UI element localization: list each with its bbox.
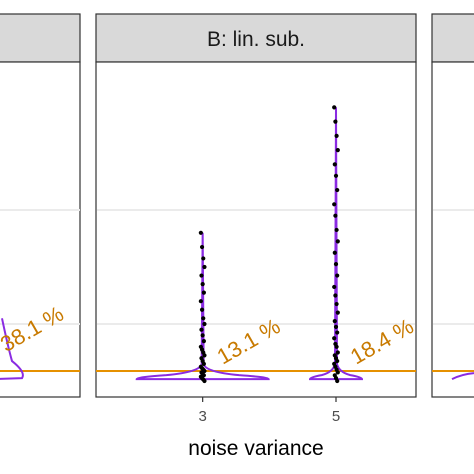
center-panel-strip-title: B: lin. sub. [207, 28, 305, 51]
x-tick-label: 5 [332, 408, 340, 425]
data-point [201, 339, 206, 344]
data-point [333, 293, 338, 298]
data-point [334, 227, 339, 233]
data-point [335, 358, 340, 364]
x-axis-title: noise variance [188, 437, 323, 460]
data-point [332, 162, 337, 167]
data-point [202, 321, 207, 327]
data-point [335, 378, 340, 384]
center-panel-background [95, 61, 417, 398]
right-violin [451, 372, 474, 381]
data-point [201, 316, 206, 321]
data-point [202, 378, 207, 384]
data-point [335, 310, 340, 315]
data-point [332, 284, 337, 290]
data-point [333, 213, 338, 218]
data-point [201, 361, 206, 366]
center-panel-gridlines [97, 209, 415, 325]
data-point [198, 299, 203, 304]
right-panel-background [431, 61, 474, 398]
data-point [334, 301, 339, 307]
data-point [333, 119, 338, 124]
data-point [199, 307, 205, 312]
center-panel-strip [95, 13, 417, 63]
data-point [335, 273, 340, 278]
data-point [335, 370, 340, 375]
data-point [332, 202, 337, 207]
data-point [335, 330, 340, 335]
data-point [199, 273, 204, 278]
data-point [335, 187, 340, 193]
x-tick-label: 3 [198, 408, 206, 425]
data-point [198, 230, 203, 235]
data-point [333, 262, 339, 267]
data-point [200, 333, 205, 338]
right-panel [431, 13, 474, 398]
data-point [332, 336, 337, 341]
data-point [201, 290, 206, 295]
left-panel-strip [0, 13, 81, 63]
left-panel-gridlines [0, 209, 80, 325]
data-point [201, 256, 206, 261]
data-point [335, 239, 340, 244]
data-point [333, 324, 339, 329]
right-panel-strip [431, 13, 474, 63]
data-point [335, 350, 340, 355]
data-point [334, 344, 339, 349]
data-point [332, 105, 337, 110]
data-point [199, 327, 204, 332]
left-panel: 38.1 % [0, 13, 81, 398]
data-point [333, 173, 339, 178]
left-panel-background [0, 61, 81, 398]
data-point [335, 148, 340, 153]
data-point [200, 282, 205, 287]
data-point [199, 244, 205, 250]
data-point [332, 250, 337, 255]
data-point [202, 353, 207, 358]
data-point [332, 319, 337, 324]
right-panel-gridlines [433, 209, 474, 325]
data-point [202, 264, 207, 270]
left-violin [0, 318, 24, 380]
data-point [334, 133, 339, 138]
